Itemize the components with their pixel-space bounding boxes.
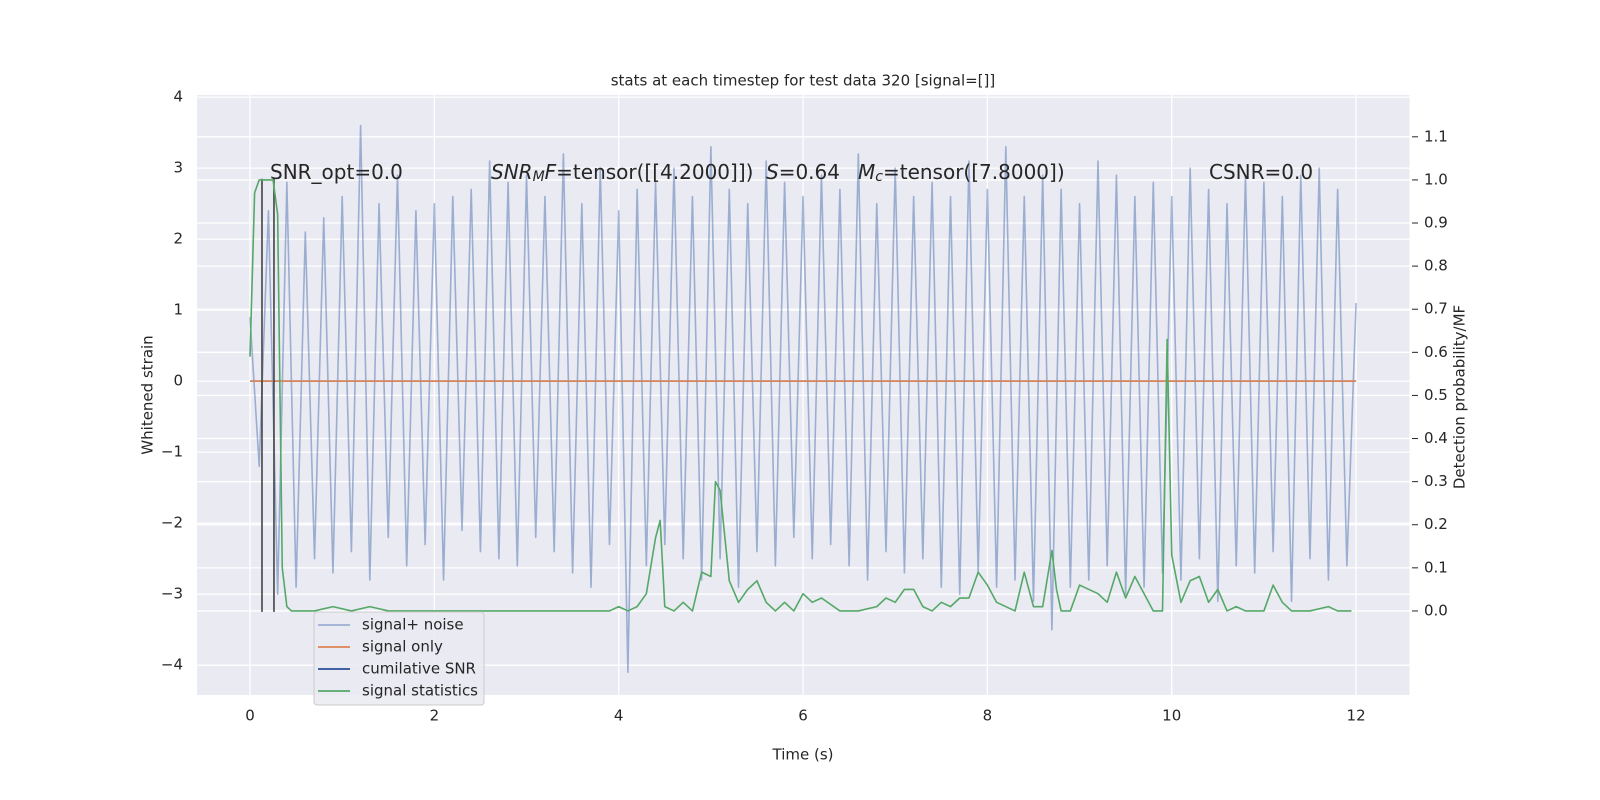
series-line [249, 124, 1357, 674]
y-axis-label: Whitened strain [139, 335, 157, 454]
y-tick-label: −1 [161, 443, 183, 461]
x-tick-label: 4 [614, 707, 624, 725]
y-tick-label: −2 [161, 514, 183, 532]
y2-tick-label: 0.6 [1424, 343, 1448, 361]
annotation-part: =tensor([[4.2000]]) [556, 160, 753, 184]
annotation-part: SNR [491, 160, 533, 184]
annotation-part: c [875, 169, 883, 185]
y2-tick-label: 0.7 [1424, 300, 1448, 318]
y-tick-label: 3 [173, 159, 183, 177]
legend-label: signal only [362, 638, 443, 656]
y2-tick-label: 0.8 [1424, 257, 1448, 275]
x-tick-label: 8 [983, 707, 993, 725]
y-tick-label: 0 [173, 372, 183, 390]
annotation-part: M [533, 169, 545, 185]
y2-axis-label: Detection probability/MF [1451, 305, 1469, 489]
legend-label: cumilative SNR [362, 660, 476, 678]
y-tick-label: 4 [173, 88, 183, 106]
annotation-part: F [545, 160, 557, 184]
x-tick-label: 6 [798, 707, 808, 725]
x-axis-label: Time (s) [772, 746, 834, 764]
annotation-part: SNR_opt=0.0 [270, 160, 403, 184]
chart-title: stats at each timestep for test data 320… [611, 72, 996, 90]
y-tick-label: −3 [161, 585, 183, 603]
annotation: SNR_opt=0.0 [270, 160, 403, 184]
x-tick-label: 12 [1347, 707, 1366, 725]
y2-tick-label: 1.0 [1424, 170, 1448, 188]
legend-box [313, 611, 485, 706]
annotation-part: =tensor([7.8000]) [883, 160, 1065, 184]
y2-tick-label: 0.9 [1424, 214, 1448, 232]
y2-tick-label: 0.5 [1424, 386, 1448, 404]
annotation-part: =0.64 [779, 160, 840, 184]
y2-tick-label: 0.4 [1424, 429, 1448, 447]
y2-tick-label: 0.1 [1424, 558, 1448, 576]
legend-label: signal statistics [362, 682, 478, 700]
y-tick-label: 1 [173, 301, 183, 319]
annotation-part: CSNR=0.0 [1209, 160, 1313, 184]
annotation: S=0.64 [766, 160, 840, 184]
y2-tick-label: 0.2 [1424, 515, 1448, 533]
annotation: CSNR=0.0 [1209, 160, 1313, 184]
legend: signal+ noise signal only cumilative SNR si… [313, 611, 485, 706]
y2-tick-label: 1.1 [1424, 127, 1448, 145]
y-tick-label: 2 [173, 230, 183, 248]
x-tick-label: 2 [430, 707, 440, 725]
y-tick-label: −4 [161, 656, 183, 674]
annotation: SNRMF=tensor([[4.2000]]) [491, 160, 753, 186]
y2-tick-label: 0.0 [1424, 601, 1448, 619]
annotation: Mc=tensor([7.8000]) [858, 160, 1065, 186]
annotation-part: S [766, 160, 779, 184]
legend-label: signal+ noise [362, 616, 464, 634]
x-tick-label: 10 [1162, 707, 1181, 725]
y2-tick-label: 0.3 [1424, 472, 1448, 490]
x-tick-label: 0 [245, 707, 255, 725]
series-line [249, 179, 1352, 612]
annotation-part: M [858, 160, 875, 184]
